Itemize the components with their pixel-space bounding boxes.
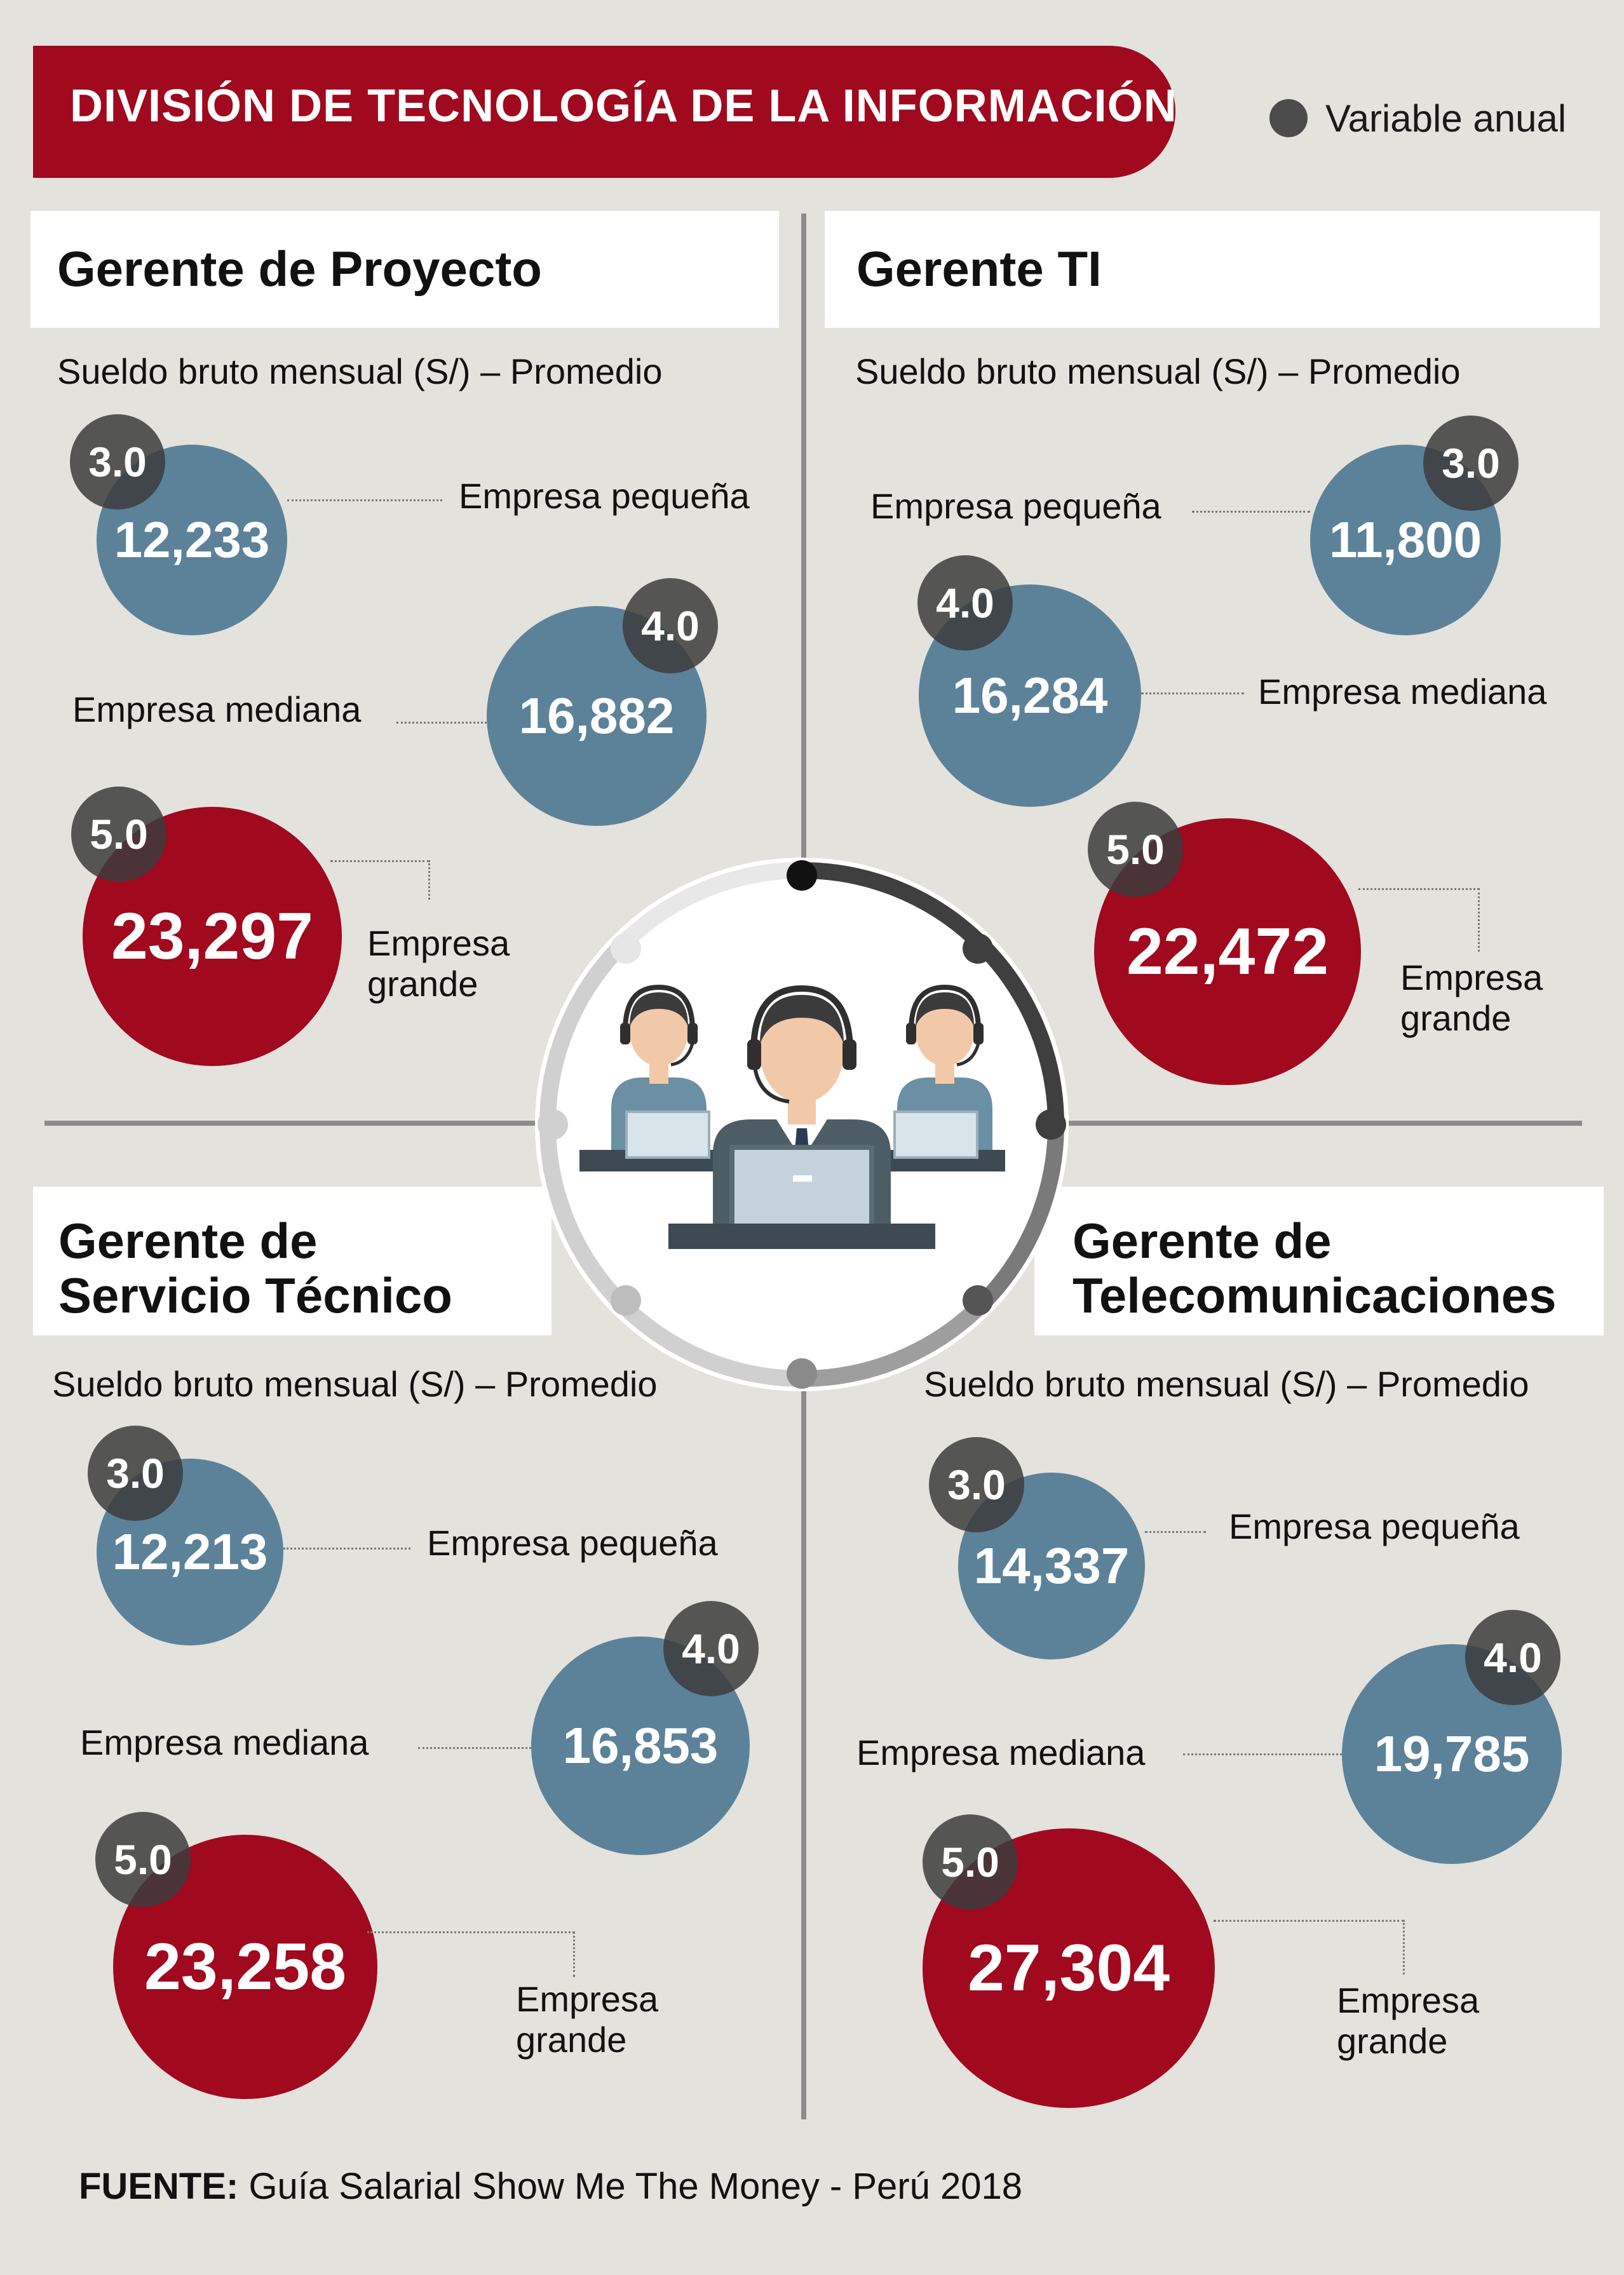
leader-line [1192, 511, 1310, 513]
label-large: Empresa [516, 1979, 659, 2019]
label-large: grande [516, 2020, 627, 2060]
label-medium: Empresa mediana [1258, 672, 1547, 712]
variable-badge: 3.0 [88, 1426, 183, 1521]
subtitle: Sueldo bruto mensual (S/) – Promedio [855, 351, 1461, 391]
subtitle: Sueldo bruto mensual (S/) – Promedio [924, 1364, 1529, 1404]
label-large: grande [1337, 2021, 1448, 2061]
source-note: FUENTE: Guía Salarial Show Me The Money … [79, 2165, 1022, 2208]
label-medium: Empresa mediana [80, 1722, 369, 1762]
variable-badge: 4.0 [623, 578, 718, 673]
label-medium: Empresa mediana [72, 689, 362, 729]
leader-line [367, 1931, 574, 1933]
source-prefix: FUENTE: [79, 2166, 239, 2207]
quadrant-title: Telecomunicaciones [1073, 1267, 1557, 1323]
leader-line [283, 1548, 410, 1549]
leader-line [428, 860, 430, 900]
salary-bubble-large: 23,258 [113, 1835, 377, 2099]
variable-badge: 3.0 [70, 414, 165, 510]
variable-badge: 3.0 [1423, 415, 1519, 511]
label-small: Empresa pequeña [870, 486, 1161, 526]
call-center-agents-icon [535, 858, 1069, 1391]
label-large: grande [1400, 998, 1512, 1038]
label-large: Empresa [1400, 957, 1543, 997]
leader-line [330, 860, 430, 862]
leader-line [1145, 1531, 1206, 1533]
variable-badge: 5.0 [95, 1812, 191, 1907]
quadrant-title: Gerente de Proyecto [57, 241, 542, 297]
page-title: DIVISIÓN DE TECNOLOGÍA DE LA INFORMACIÓN [70, 81, 1177, 132]
quadrant-title: Gerente de [1073, 1213, 1332, 1269]
variable-badge: 3.0 [929, 1437, 1024, 1532]
leader-line [1478, 888, 1480, 952]
leader-line [1183, 1753, 1342, 1755]
leader-line [396, 722, 487, 724]
label-small: Empresa pequeña [459, 476, 750, 516]
variable-badge: 5.0 [923, 1814, 1018, 1910]
leader-line [1403, 1920, 1405, 1975]
variable-badge: 4.0 [1465, 1610, 1560, 1705]
source-text: Guía Salarial Show Me The Money - Perú 2… [238, 2166, 1023, 2207]
label-large: Empresa [367, 923, 510, 963]
variable-badge: 4.0 [663, 1601, 759, 1696]
subtitle: Sueldo bruto mensual (S/) – Promedio [57, 351, 663, 391]
quadrant-title: Gerente TI [856, 241, 1102, 297]
quadrant-header-box: Gerente TI [825, 211, 1600, 328]
label-large: grande [367, 964, 478, 1004]
title-banner [33, 46, 1175, 178]
leader-line [573, 1931, 575, 1977]
quadrant-header-box: Gerente de Proyecto [30, 211, 779, 328]
leader-line [1358, 888, 1479, 890]
label-small: Empresa pequeña [427, 1523, 718, 1563]
label-small: Empresa pequeña [1229, 1506, 1520, 1546]
leader-line [287, 499, 442, 501]
label-large: Empresa [1337, 1980, 1480, 2020]
variable-badge: 5.0 [71, 786, 166, 882]
leader-line [1214, 1920, 1404, 1922]
quadrant-title: Servicio Técnico [58, 1267, 452, 1323]
salary-bubble-large: 27,304 [923, 1828, 1215, 2108]
variable-badge: 4.0 [917, 555, 1013, 651]
quadrant-header-box: Gerente de Telecomunicaciones [1034, 1187, 1604, 1335]
salary-bubble-small: 11,800 [1310, 445, 1501, 635]
legend-dot-icon [1269, 99, 1308, 137]
subtitle: Sueldo bruto mensual (S/) – Promedio [52, 1364, 658, 1404]
label-medium: Empresa mediana [856, 1732, 1146, 1772]
leader-line [1141, 692, 1244, 694]
quadrant-header-box: Gerente de Servicio Técnico [33, 1187, 551, 1335]
leader-line [418, 1747, 531, 1749]
legend-label: Variable anual [1325, 97, 1567, 140]
quadrant-title: Gerente de [58, 1213, 318, 1269]
variable-badge: 5.0 [1088, 802, 1183, 897]
